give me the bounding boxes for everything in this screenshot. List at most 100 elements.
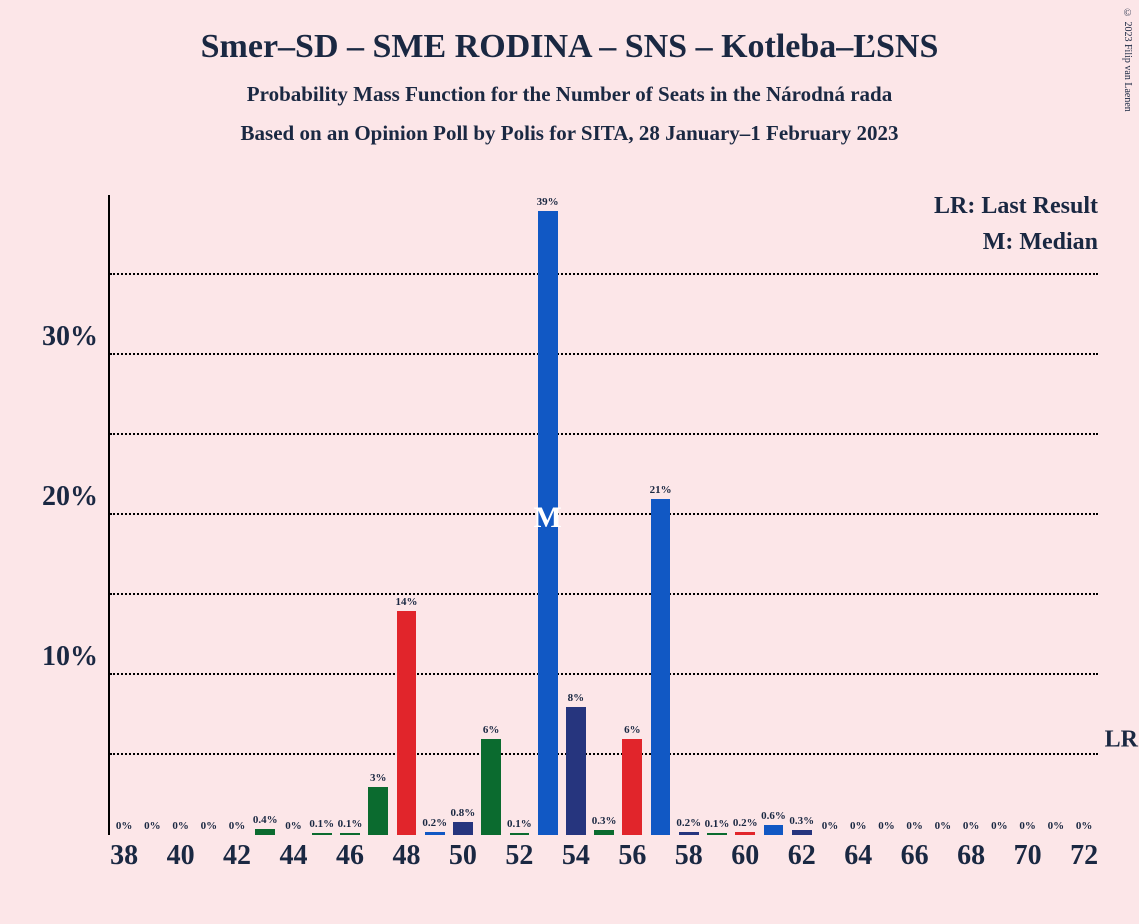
bar-slot: 0% [195,195,223,835]
bar-value-label: 0.1% [309,818,334,830]
bar-slot: 14% [392,195,420,835]
x-axis-label [816,840,844,872]
bar-slot: 39%M [534,195,562,835]
x-axis-label [759,840,787,872]
bar-slot: 21% [646,195,674,835]
bar-slot: 0.8% [449,195,477,835]
bar-value-label: 0% [850,820,867,832]
bar-value-label: 0.6% [761,810,786,822]
bar-slot: 0.3% [788,195,816,835]
bar-value-label: 0.2% [422,817,447,829]
x-axis-label [477,840,505,872]
bar-value-label: 0.1% [705,818,730,830]
bar-value-label: 14% [395,596,417,608]
bar-value-label: 0% [116,820,133,832]
bar [312,833,332,835]
x-axis-label [929,840,957,872]
x-axis-label: 72 [1070,840,1098,872]
lr-axis-label: LR [1105,727,1138,754]
x-axis-label [251,840,279,872]
bar [679,832,699,835]
bar-slot: 0.1% [308,195,336,835]
bar-value-label: 0% [201,820,218,832]
bar-slot: 8% [562,195,590,835]
bar [651,499,671,835]
bar [481,739,501,835]
bar-slot: 0.3% [590,195,618,835]
bar-value-label: 0.1% [507,818,532,830]
bar-value-label: 6% [483,724,500,736]
bar [340,833,360,835]
bar-slot: 0% [985,195,1013,835]
x-axis-label: 66 [901,840,929,872]
x-axis-label: 62 [788,840,816,872]
x-axis-label: 40 [166,840,194,872]
x-labels-container: 384042444648505254565860626466687072 [110,840,1098,872]
bar-slot: 0% [1014,195,1042,835]
bar-slot: 0.1% [703,195,731,835]
bar-slot: 0% [1070,195,1098,835]
bar-slot: 0.4% [251,195,279,835]
x-axis-label: 56 [618,840,646,872]
bar-value-label: 0% [172,820,189,832]
bar-slot: 0% [929,195,957,835]
bar-slot: 0% [957,195,985,835]
bar [255,829,275,835]
bar-value-label: 8% [568,692,585,704]
bar-slot: 0.2% [731,195,759,835]
bar-value-label: 0% [991,820,1008,832]
x-axis-label: 58 [675,840,703,872]
x-axis-label: 70 [1014,840,1042,872]
x-axis-label: 48 [392,840,420,872]
bar-value-label: 0.3% [592,815,617,827]
bar-slot: 0.2% [421,195,449,835]
bar-slot: 0% [844,195,872,835]
bar-value-label: 0% [285,820,302,832]
bar-value-label: 0% [963,820,980,832]
bar [425,832,445,835]
x-axis-label: 64 [844,840,872,872]
bar-value-label: 0.2% [733,817,758,829]
bar-slot: 0% [816,195,844,835]
bar-value-label: 3% [370,772,387,784]
x-axis-label: 46 [336,840,364,872]
x-axis-label: 44 [279,840,307,872]
bar-slot: 6% [477,195,505,835]
bar-value-label: 0% [1076,820,1093,832]
bar [735,832,755,835]
x-axis-label: 68 [957,840,985,872]
x-axis-label [590,840,618,872]
bar-value-label: 39% [537,196,559,208]
bar-slot: 0% [223,195,251,835]
chart-plot-area: LR: Last Result M: Median 10%20%30% LR 0… [108,195,1098,835]
bar-slot: 0% [901,195,929,835]
bar-value-label: 0% [229,820,246,832]
bar-value-label: 0% [1019,820,1036,832]
x-axis-label [364,840,392,872]
chart-title: Smer–SD – SME RODINA – SNS – Kotleba–ĽSN… [0,0,1139,66]
bar-value-label: 0% [906,820,923,832]
bar-value-label: 0% [144,820,161,832]
bar [622,739,642,835]
bar-value-label: 0.4% [253,814,278,826]
bar-slot: 6% [618,195,646,835]
bar-value-label: 0% [822,820,839,832]
x-axis-label: 52 [505,840,533,872]
bar-value-label: 6% [624,724,641,736]
x-axis-label: 38 [110,840,138,872]
bar [707,833,727,835]
x-axis-label: 50 [449,840,477,872]
x-axis-label [195,840,223,872]
bars-container: 0%0%0%0%0%0.4%0%0.1%0.1%3%14%0.2%0.8%6%0… [110,195,1098,835]
bar [566,707,586,835]
x-axis-label: 42 [223,840,251,872]
bar-slot: 3% [364,195,392,835]
bar-slot: 0.2% [675,195,703,835]
bar [792,830,812,835]
bar-slot: 0.1% [505,195,533,835]
copyright-text: © 2023 Filip van Laenen [1122,8,1133,112]
y-axis-label: 30% [42,321,98,353]
bar-value-label: 21% [650,484,672,496]
bar-slot: 0.6% [759,195,787,835]
bar-slot: 0% [872,195,900,835]
